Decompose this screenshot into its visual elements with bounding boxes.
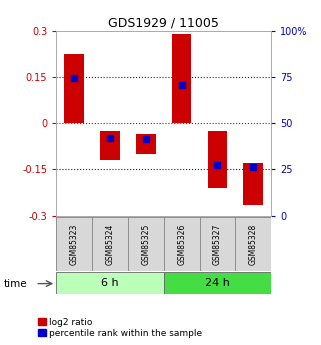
Text: GSM85326: GSM85326: [177, 224, 186, 265]
Bar: [136, 134, 156, 154]
Text: GSM85323: GSM85323: [70, 224, 79, 265]
FancyBboxPatch shape: [164, 272, 271, 294]
Text: GSM85325: GSM85325: [141, 224, 150, 265]
Text: 24 h: 24 h: [205, 278, 230, 288]
Bar: [243, 163, 263, 205]
Text: 6 h: 6 h: [101, 278, 119, 288]
FancyBboxPatch shape: [56, 217, 271, 271]
FancyBboxPatch shape: [92, 217, 128, 271]
FancyBboxPatch shape: [235, 217, 271, 271]
Text: GSM85327: GSM85327: [213, 224, 222, 265]
Bar: [208, 131, 227, 188]
Bar: [64, 54, 84, 124]
FancyBboxPatch shape: [56, 272, 164, 294]
FancyBboxPatch shape: [200, 217, 235, 271]
FancyBboxPatch shape: [128, 217, 164, 271]
FancyBboxPatch shape: [164, 217, 200, 271]
FancyBboxPatch shape: [56, 217, 92, 271]
Title: GDS1929 / 11005: GDS1929 / 11005: [108, 17, 219, 30]
Bar: [100, 131, 120, 160]
Text: GSM85328: GSM85328: [249, 224, 258, 265]
Legend: log2 ratio, percentile rank within the sample: log2 ratio, percentile rank within the s…: [37, 317, 203, 339]
Text: time: time: [3, 279, 27, 288]
Bar: [172, 34, 192, 124]
Text: GSM85324: GSM85324: [105, 224, 115, 265]
